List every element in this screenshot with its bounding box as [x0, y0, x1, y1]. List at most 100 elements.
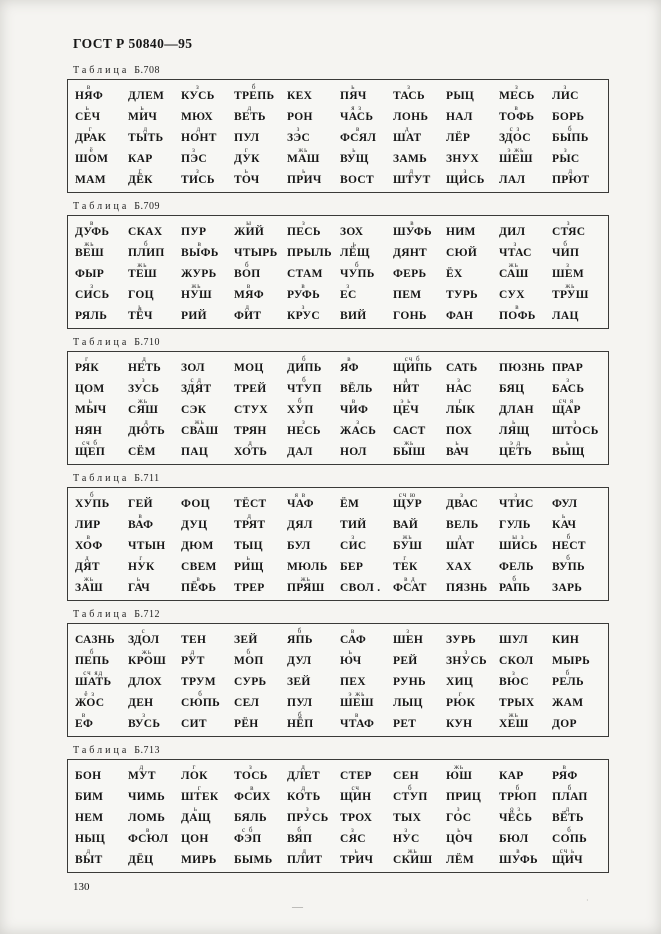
syllable-word: ВАЧ	[446, 446, 469, 458]
syllable-cell: б ПЛАП	[551, 784, 604, 805]
table-section-Б.711: Таблица Б.711 б ХУПЬ ГЕЙ ФОЦ ТЁСТ я в ЧАФ ЁМ с…	[67, 473, 609, 601]
syllable-cell: ь РИЩ	[233, 554, 286, 575]
syllable-word: ТРЕР	[234, 582, 265, 594]
syllable-word: ТОЧ	[234, 174, 260, 186]
page-title: ГОСТ Р 50840—95	[73, 36, 193, 51]
syllable-cell: ТРЕЙ	[233, 376, 286, 397]
syllable-word: ЛАЦ	[552, 310, 579, 322]
syllable-word: ЗОЛ	[181, 362, 205, 374]
syllable-word: ЗУРЬ	[446, 634, 477, 646]
syllable-cell: РИЙ	[180, 303, 233, 324]
syllable-word: КРУС	[287, 310, 321, 322]
syllable-superscript: ь	[351, 83, 356, 91]
syllable-superscript: з	[514, 83, 519, 91]
syllable-cell: ПЮЗНЬ	[498, 355, 551, 376]
syllable-word: ЛЫЦ	[393, 697, 423, 709]
syllable-cell: г ШТЕК	[180, 784, 233, 805]
syllable-word: ЯФ	[340, 362, 359, 374]
syllable-word: НЕСЬ	[287, 425, 321, 437]
syllable-word: ЗУСЬ	[128, 383, 160, 395]
syllable-word: МЫЧ	[75, 404, 107, 416]
syllable-cell: МИРЬ	[180, 847, 233, 868]
syllable-cell: БИМ	[74, 784, 127, 805]
syllable-word: ШТОСЬ	[552, 425, 599, 437]
syllable-cell: з ЗНУСЬ	[445, 648, 498, 669]
syllable-superscript: сч ь	[559, 847, 576, 855]
syllable-word: ТАСЬ	[393, 90, 425, 102]
syllable-word: ЛЫК	[446, 404, 476, 416]
syllable-word: ЛАЛ	[499, 174, 526, 186]
syllable-word: ТРОХ	[340, 812, 373, 824]
syllable-word: ГОЦ	[128, 289, 154, 301]
syllable-word: ДЯТ	[75, 561, 100, 573]
syllable-cell: б ЧИП	[551, 240, 604, 261]
syllable-cell: ТИЙ	[339, 512, 392, 533]
syllable-superscript: с	[141, 627, 146, 635]
syllable-cell: ШУЛ	[498, 627, 551, 648]
syllable-cell: в МЯФ	[233, 282, 286, 303]
syllable-word: ВАЙ	[393, 519, 419, 531]
syllable-word: СЯС	[340, 833, 366, 845]
syllable-word: ВЫЩ	[552, 446, 585, 458]
syllable-cell: в ЧТАФ	[339, 711, 392, 732]
table-row: в ХОФ ЧТЫН ДЮМ ТЫЦ БУЛ з СИС жь БУШ д ШАТ ы з ШИС…	[74, 533, 604, 554]
syllable-superscript: з	[192, 146, 196, 154]
syllable-word: ЛИР	[75, 519, 101, 531]
syllable-cell: СКАХ	[127, 219, 180, 240]
syllable-table: САЗНЬ с ЗДОЛ ТЕН ЗЕЙ б ЯПЬ в САФ з ШЕН ЗУРЬ ШУЛ …	[67, 623, 609, 737]
syllable-cell: СЮЙ	[445, 240, 498, 261]
syllable-superscript: д	[245, 303, 250, 311]
syllable-cell: ПЯЗНЬ	[445, 575, 498, 596]
syllable-cell: жь СВАШ	[180, 418, 233, 439]
table-row: жь ЗАШ ь ГАЧ в ПЁФЬ ТРЕР жь ПРЯШ СВОЛ .в д ФСАТ …	[74, 575, 604, 596]
syllable-cell: НОЛ	[339, 439, 392, 460]
syllable-word: РУФЬ	[287, 289, 321, 301]
syllable-superscript: д	[144, 418, 149, 426]
syllable-superscript: з	[512, 669, 516, 677]
syllable-word: ЗОХ	[340, 226, 364, 238]
syllable-word: СТУХ	[234, 404, 268, 416]
syllable-word: СТАМ	[287, 268, 323, 280]
scan-artifact-speck: ·	[586, 896, 589, 905]
syllable-cell: ы з ШИСЬ	[498, 533, 551, 554]
syllable-word: ЧИМЬ	[128, 791, 166, 803]
syllable-superscript: я в	[294, 491, 307, 499]
syllable-superscript: в	[250, 784, 255, 792]
syllable-cell: БЯЦ	[498, 376, 551, 397]
syllable-cell: РЯЛЬ	[74, 303, 127, 324]
syllable-superscript: з	[296, 125, 301, 133]
syllable-cell: ПУЛ	[286, 690, 339, 711]
syllable-superscript: б	[244, 261, 250, 269]
syllable-superscript: в	[196, 575, 201, 583]
syllable-cell: з НЕСЬ	[286, 418, 339, 439]
syllable-cell: СУРЬ	[233, 669, 286, 690]
syllable-superscript: з	[460, 491, 464, 499]
syllable-word: ВЯП	[287, 833, 313, 845]
syllable-cell: в ВЫФЬ	[180, 240, 233, 261]
syllable-superscript: д	[86, 847, 92, 855]
syllable-cell: ь МИЧ	[127, 104, 180, 125]
syllable-cell: з СИС	[339, 533, 392, 554]
syllable-word: ВУПЬ	[552, 561, 585, 573]
syllable-superscript: ы з	[512, 533, 525, 541]
syllable-cell: ДЛАН	[498, 397, 551, 418]
table-row: РЯЛЬ ь ТЁЧ РИЙ д ФИТ з КРУС ВИЙ ГОНЬ ФАН в ПОФЬ …	[74, 303, 604, 324]
syllable-superscript: сч ю	[398, 491, 417, 499]
syllable-word: ПРАР	[552, 362, 584, 374]
table-caption: Таблица Б.710	[73, 337, 609, 348]
syllable-word: ВЫТ	[75, 854, 103, 866]
syllable-superscript: д	[568, 167, 574, 175]
syllable-cell: ь ТЁЧ	[127, 303, 180, 324]
syllable-word: ЖИЙ	[234, 226, 265, 238]
syllable-cell: з ПЕСЬ	[286, 219, 339, 240]
syllable-word: ТЫХ	[393, 812, 422, 824]
syllable-cell: СТУХ	[233, 397, 286, 418]
syllable-word: НЕТЬ	[128, 362, 162, 374]
syllable-word: НОНТ	[181, 132, 217, 144]
syllable-cell: ВОСТ	[339, 167, 392, 188]
syllable-word: ПРЮТ	[552, 174, 590, 186]
syllable-word: ДЁЦ	[128, 854, 154, 866]
syllable-cell: з НАС	[445, 376, 498, 397]
syllable-superscript: ы	[246, 219, 252, 227]
syllable-word: ПЁФЬ	[181, 582, 217, 594]
